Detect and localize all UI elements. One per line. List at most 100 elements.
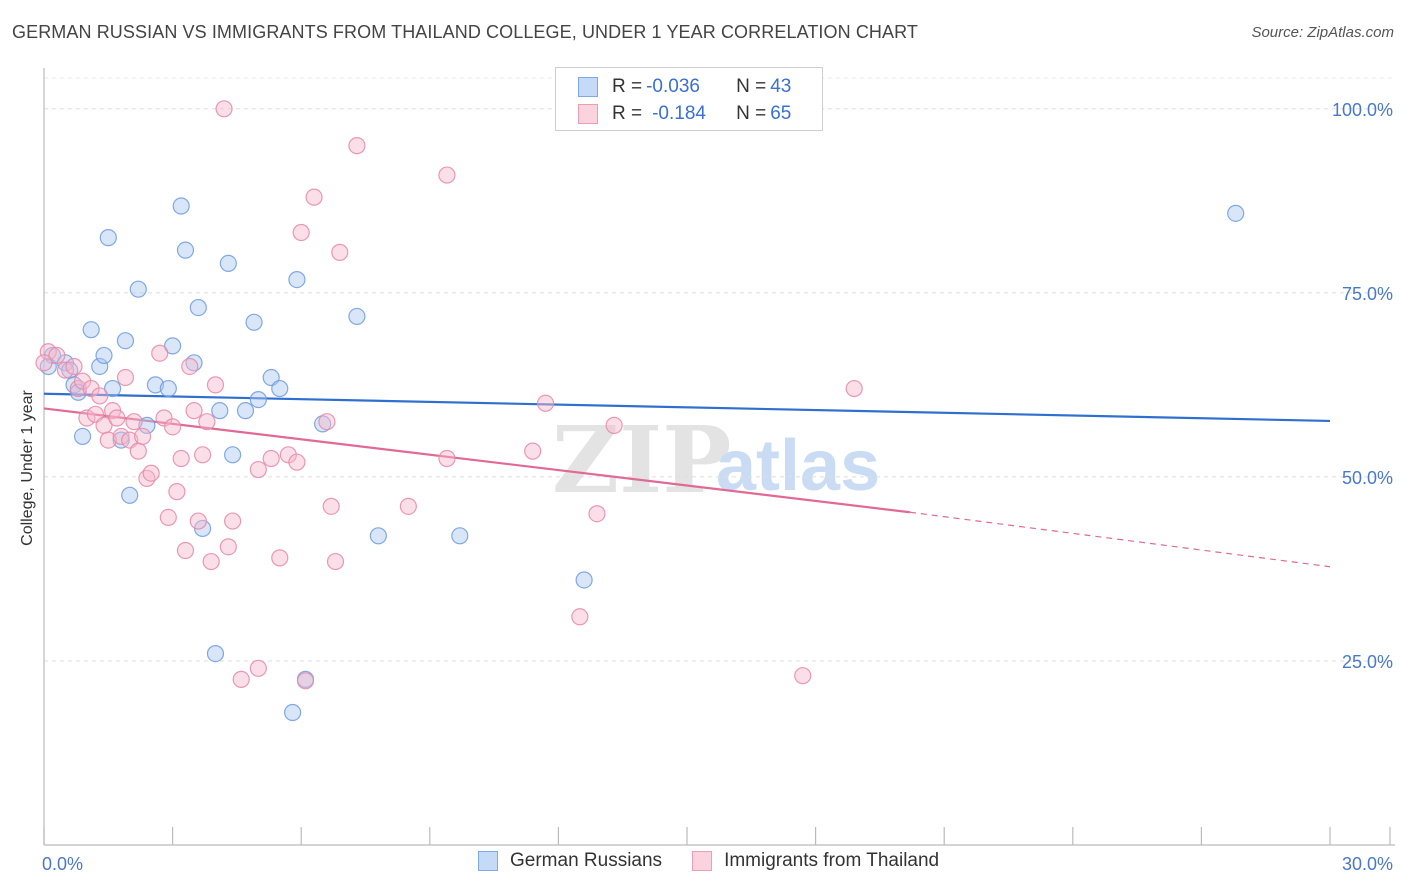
data-point-thailand [65, 357, 83, 376]
data-point-thailand [262, 449, 280, 468]
x-tick-label: 30.0% [1342, 854, 1393, 874]
data-point-thailand [108, 409, 126, 427]
legend-n-value: 43 [770, 76, 792, 97]
data-point-thailand [305, 188, 323, 206]
watermark-zip: ZIP [552, 406, 731, 514]
legend-n-value: 65 [770, 103, 792, 124]
data-point-german-russians [206, 644, 225, 663]
data-point-thailand [288, 453, 306, 471]
data-point-thailand [438, 166, 456, 184]
data-point-thailand [168, 483, 186, 501]
data-point-german-russians [271, 379, 289, 398]
data-point-thailand [232, 670, 250, 688]
data-point-german-russians [172, 197, 190, 215]
data-point-thailand [348, 137, 366, 155]
data-point-thailand [215, 100, 233, 118]
data-point-german-russians [73, 427, 92, 446]
data-point-german-russians [369, 527, 387, 545]
legend-r-value: -0.036 [646, 76, 700, 97]
data-point-german-russians [575, 571, 593, 589]
data-point-german-russians [69, 383, 87, 401]
data-point-german-russians [451, 527, 469, 545]
legend-swatch-blue [578, 77, 598, 97]
series-legend: German Russians Immigrants from Thailand [478, 850, 969, 872]
data-point-thailand [142, 464, 160, 482]
data-point-thailand [198, 413, 216, 431]
legend-item-german-russians: German Russians [478, 850, 662, 872]
data-point-thailand [249, 460, 267, 479]
legend-r-label: R = [612, 76, 643, 97]
data-point-thailand [151, 344, 169, 362]
data-point-german-russians [164, 337, 182, 355]
data-point-thailand [99, 431, 117, 449]
trend-line-german-russians [43, 392, 1331, 423]
y-tick-label: 25.0% [1342, 652, 1393, 672]
data-point-thailand [794, 667, 812, 685]
source-label: Source: ZipAtlas.com [1251, 24, 1394, 41]
data-point-thailand [194, 446, 212, 464]
data-point-thailand [112, 427, 130, 446]
data-point-german-russians [348, 307, 366, 326]
data-point-german-russians [249, 391, 267, 409]
tick-labels: 25.0% 50.0% 75.0% 100.0% 0.0% 30.0% [42, 100, 1393, 874]
legend-row-thailand: R = -0.184 N = 65 [578, 101, 791, 127]
data-point-german-russians [159, 379, 177, 398]
data-point-thailand [524, 442, 542, 460]
data-point-german-russians [146, 376, 165, 394]
trend-lines [43, 392, 1331, 568]
legend-item-thailand: Immigrants from Thailand [692, 850, 939, 872]
data-point-german-russians [99, 229, 117, 247]
legend-r-value: -0.184 [652, 103, 706, 124]
axes [43, 68, 1395, 846]
data-point-thailand [39, 343, 57, 361]
data-point-thailand [176, 541, 195, 560]
legend-swatch-pink [692, 851, 713, 871]
data-point-thailand [48, 346, 66, 365]
data-point-thailand [296, 672, 315, 690]
data-point-thailand [292, 223, 310, 242]
data-point-thailand [331, 243, 349, 261]
data-point-german-russians [236, 402, 255, 420]
data-point-german-russians [129, 280, 147, 298]
data-point-thailand [133, 427, 152, 446]
stats-legend: R = -0.036 N = 43 R = -0.184 N = 65 [555, 67, 823, 131]
data-point-thailand [219, 538, 237, 556]
y-tick-label: 75.0% [1342, 284, 1393, 304]
data-point-german-russians [82, 321, 100, 339]
data-point-thailand [571, 608, 589, 626]
data-point-thailand [318, 413, 336, 431]
data-point-german-russians [189, 298, 207, 317]
data-point-german-russians [245, 313, 263, 331]
data-point-thailand [399, 497, 417, 515]
data-point-thailand [271, 549, 289, 567]
data-point-german-russians [116, 332, 135, 350]
legend-r-label: R = [612, 103, 643, 124]
data-point-thailand [202, 552, 220, 571]
data-point-german-russians [224, 446, 242, 464]
data-point-thailand [164, 418, 182, 436]
data-point-thailand [155, 409, 173, 427]
data-point-thailand [35, 354, 53, 372]
data-point-thailand [206, 376, 225, 394]
data-point-german-russians [288, 271, 306, 289]
data-point-thailand [181, 357, 199, 376]
data-point-german-russians [1227, 204, 1245, 222]
data-point-german-russians [176, 241, 195, 259]
data-point-german-russians [284, 703, 302, 722]
data-point-thailand [249, 659, 267, 677]
data-point-german-russians [211, 402, 229, 420]
data-point-german-russians [138, 416, 156, 434]
x-tick-label: 0.0% [42, 854, 83, 874]
data-point-german-russians [103, 379, 122, 398]
data-point-thailand [326, 552, 345, 571]
watermark-atlas: atlas [716, 426, 880, 506]
data-point-german-russians [91, 357, 109, 376]
legend-row-german-russians: R = -0.036 N = 43 [578, 74, 791, 100]
chart-title: GERMAN RUSSIAN VS IMMIGRANTS FROM THAILA… [12, 22, 919, 42]
data-point-thailand [322, 497, 340, 515]
legend-swatch-pink [578, 104, 598, 124]
data-point-thailand [159, 508, 177, 526]
trend-line-thailand-extension [909, 511, 1331, 568]
legend-swatch-blue [478, 851, 498, 871]
data-point-thailand [78, 409, 96, 427]
